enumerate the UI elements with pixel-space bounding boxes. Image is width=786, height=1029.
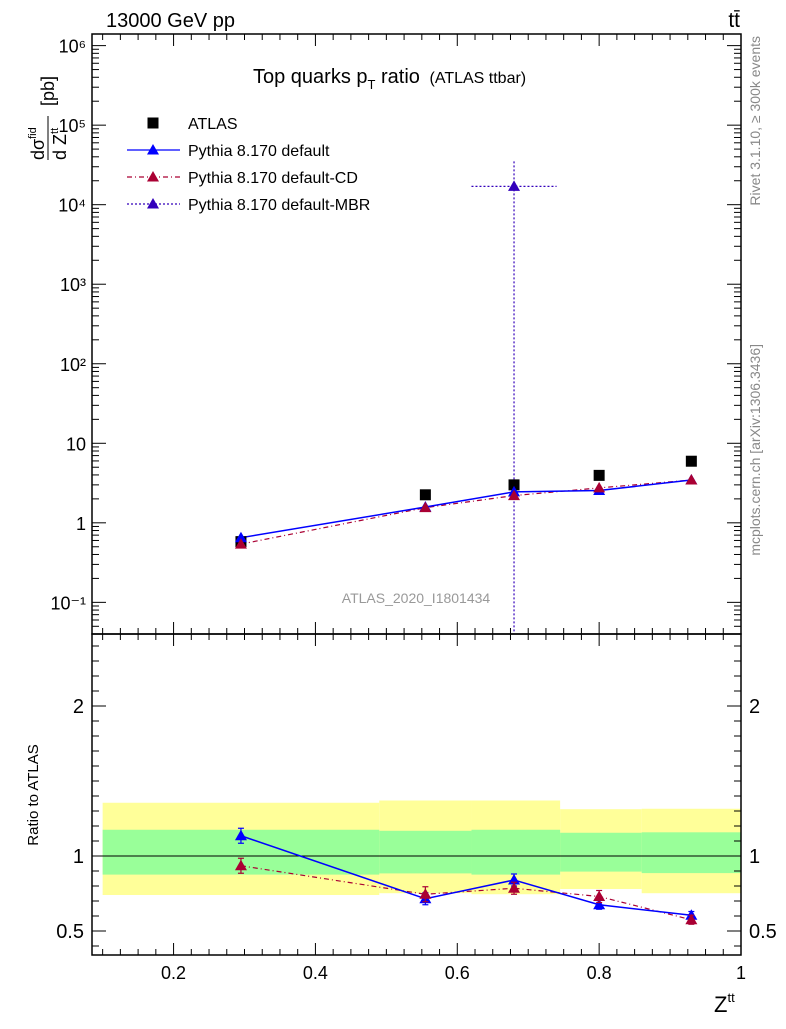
band-inner-1 bbox=[379, 830, 472, 874]
y-tick-label: 10² bbox=[60, 355, 86, 375]
legend-marker-atlas bbox=[147, 117, 159, 129]
atlas-point bbox=[508, 479, 520, 491]
chart-title-suffix: ratio bbox=[375, 66, 419, 88]
ylabel-num-sup: fid bbox=[27, 127, 39, 139]
legend-marker-2 bbox=[147, 171, 159, 182]
y-tick-label: 10⁶ bbox=[59, 37, 86, 57]
ratio-cd-point bbox=[685, 913, 698, 925]
atlas-point bbox=[419, 489, 431, 501]
y-tick-label: 10 bbox=[66, 434, 86, 454]
ratio-y-tick-label-right: 1 bbox=[749, 846, 760, 868]
atlas-point bbox=[685, 455, 697, 467]
ratio-y-tick-label: 2 bbox=[73, 696, 84, 718]
watermark: ATLAS_2020_I1801434 bbox=[342, 590, 491, 606]
x-axis-label-sup: tt bbox=[727, 990, 735, 1005]
cd-point bbox=[685, 474, 698, 485]
ratio-y-label: Ratio to ATLAS bbox=[25, 744, 42, 845]
ylabel-num: dσ bbox=[28, 139, 48, 160]
legend-label: ATLAS bbox=[188, 116, 238, 133]
ratio-y-tick-label-right: 2 bbox=[749, 696, 760, 718]
band-inner-4 bbox=[641, 832, 741, 874]
ratio-default-point bbox=[593, 898, 606, 910]
legend-marker-1 bbox=[147, 144, 159, 155]
x-axis-label: Ztt bbox=[714, 990, 735, 1017]
ratio-cd-point bbox=[508, 882, 521, 893]
y-tick-label: 10⁴ bbox=[58, 196, 86, 216]
x-tick-label: 0.8 bbox=[587, 963, 612, 983]
ratio-cd-line bbox=[240, 865, 692, 921]
y-tick-label: 10⁵ bbox=[59, 116, 86, 136]
cd-point bbox=[508, 489, 521, 501]
legend-marker-3 bbox=[147, 198, 159, 209]
y-tick-label: 10⁻¹ bbox=[50, 593, 86, 613]
ratio-cd-point bbox=[593, 890, 606, 901]
ratio-frame bbox=[91, 633, 742, 956]
chart-title: Top quarks pT ratio (ATLAS ttbar) bbox=[253, 66, 526, 92]
ylabel-den: d Z bbox=[50, 134, 70, 160]
chart-title-main: Top quarks p bbox=[253, 66, 368, 88]
ratio-default-point bbox=[234, 829, 247, 841]
cd-point bbox=[234, 538, 247, 549]
ratio-y-tick-label-right: 0.5 bbox=[749, 921, 777, 943]
ratio-y-tick-label: 0.5 bbox=[56, 921, 84, 943]
legend: ATLAS Pythia 8.170 default Pythia 8.170 de… bbox=[127, 116, 370, 214]
x-tick-label: 1 bbox=[736, 963, 746, 983]
cd-point bbox=[419, 501, 432, 513]
ratio-panel: 0.2 0.4 0.6 0.8 10.5 0.51 12 2 bbox=[56, 633, 777, 983]
default-line bbox=[240, 479, 692, 539]
ylabel-unit: [pb] bbox=[38, 76, 58, 106]
x-tick-label: 0.2 bbox=[161, 963, 186, 983]
legend-label: Pythia 8.170 default-CD bbox=[188, 170, 358, 187]
energy-label: 13000 GeV pp bbox=[106, 10, 235, 32]
ratio-y-tick-label: 1 bbox=[73, 846, 84, 868]
process-label: tt̄ bbox=[728, 9, 740, 32]
y-tick-label: 10³ bbox=[60, 275, 86, 295]
default-point bbox=[234, 531, 247, 543]
chart-title-note: (ATLAS ttbar) bbox=[430, 70, 527, 87]
ylabel-den-sup: tt bbox=[49, 128, 61, 134]
ratio-cd-point bbox=[419, 888, 432, 899]
rivet-label: Rivet 3.1.10, ≥ 300k events bbox=[747, 36, 763, 206]
x-tick-label: 0.4 bbox=[303, 963, 328, 983]
svg-text:d Ztt: d Ztt bbox=[49, 128, 70, 160]
svg-text:dσfid: dσfid bbox=[27, 127, 48, 160]
band-inner-2 bbox=[471, 829, 561, 875]
x-axis-label-main: Z bbox=[714, 992, 727, 1017]
ratio-cd-point bbox=[234, 859, 247, 871]
legend-label: Pythia 8.170 default-MBR bbox=[188, 197, 370, 214]
cd-point bbox=[593, 481, 606, 493]
cd-line bbox=[240, 479, 692, 545]
source-label: mcplots.cern.ch [arXiv:1306.3436] bbox=[747, 344, 763, 556]
main-y-label: dσfid d Ztt [pb] bbox=[27, 76, 70, 160]
x-tick-label: 0.6 bbox=[445, 963, 470, 983]
mbr-point bbox=[508, 180, 521, 191]
band-inner-3 bbox=[560, 832, 642, 872]
atlas-point bbox=[593, 469, 605, 481]
chart-title-sub: T bbox=[368, 77, 376, 92]
y-tick-label: 1 bbox=[76, 514, 86, 534]
legend-label: Pythia 8.170 default bbox=[188, 143, 330, 160]
